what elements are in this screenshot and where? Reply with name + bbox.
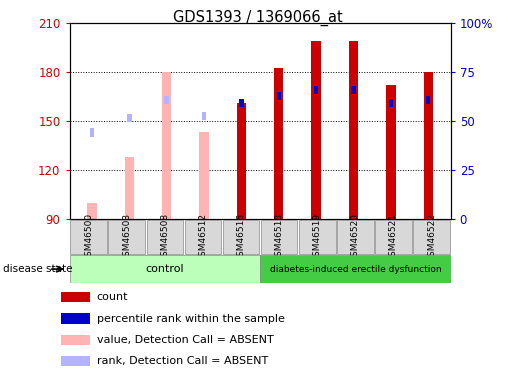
Bar — [413, 220, 450, 254]
Bar — [222, 220, 260, 254]
Bar — [260, 255, 451, 283]
Bar — [312, 40, 321, 219]
Bar — [299, 220, 336, 254]
Bar — [237, 103, 246, 219]
Text: percentile rank within the sample: percentile rank within the sample — [97, 314, 285, 324]
Text: GSM46503: GSM46503 — [122, 213, 131, 262]
Bar — [61, 314, 91, 324]
Text: GSM46518: GSM46518 — [274, 213, 284, 262]
Text: GSM46512: GSM46512 — [198, 213, 208, 262]
Bar — [386, 85, 396, 219]
Text: GSM46520: GSM46520 — [351, 213, 360, 262]
Bar — [349, 40, 358, 219]
Bar — [90, 128, 94, 136]
Bar — [184, 220, 221, 254]
Text: count: count — [97, 292, 128, 302]
Bar — [61, 356, 91, 366]
Bar — [125, 157, 134, 219]
Bar — [239, 99, 244, 107]
Bar — [61, 334, 91, 345]
Bar — [261, 220, 298, 254]
Bar — [277, 92, 281, 100]
Text: control: control — [146, 264, 184, 274]
Bar — [87, 203, 97, 219]
Bar — [70, 255, 260, 283]
Text: GSM46522: GSM46522 — [427, 213, 436, 262]
Bar — [423, 72, 433, 219]
Text: value, Detection Call = ABSENT: value, Detection Call = ABSENT — [97, 334, 273, 345]
Text: disease state: disease state — [3, 264, 72, 274]
Bar — [337, 220, 374, 254]
Bar — [162, 72, 171, 219]
Text: GSM46519: GSM46519 — [313, 213, 322, 262]
Text: GSM46500: GSM46500 — [84, 213, 93, 262]
Bar — [127, 114, 131, 122]
Bar — [351, 86, 356, 94]
Text: GDS1393 / 1369066_at: GDS1393 / 1369066_at — [173, 9, 342, 26]
Bar — [426, 96, 431, 104]
Bar — [389, 99, 393, 107]
Bar — [375, 220, 412, 254]
Bar — [202, 112, 207, 120]
Bar — [146, 220, 183, 254]
Bar — [164, 96, 169, 104]
Bar — [108, 220, 145, 254]
Bar — [199, 132, 209, 219]
Bar — [274, 68, 283, 219]
Text: GSM46508: GSM46508 — [160, 213, 169, 262]
Text: diabetes-induced erectile dysfunction: diabetes-induced erectile dysfunction — [269, 265, 441, 274]
Text: rank, Detection Call = ABSENT: rank, Detection Call = ABSENT — [97, 356, 268, 366]
Text: GSM46521: GSM46521 — [389, 213, 398, 262]
Bar — [70, 220, 107, 254]
Bar — [61, 292, 91, 303]
Text: GSM46516: GSM46516 — [236, 213, 246, 262]
Bar — [314, 86, 318, 94]
